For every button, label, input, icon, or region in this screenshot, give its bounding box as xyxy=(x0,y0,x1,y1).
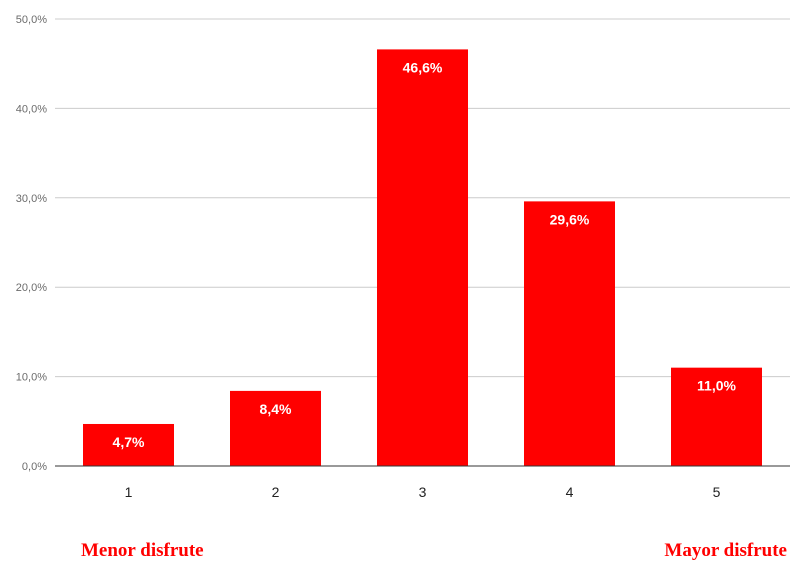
x-tick-label: 4 xyxy=(566,484,574,500)
bar xyxy=(524,201,615,466)
data-labels: 4,7% 8,4% 46,6% 29,6% 11,0% xyxy=(113,59,737,450)
menor-disfrute-label: Menor disfrute xyxy=(81,540,204,561)
data-label: 4,7% xyxy=(113,434,145,450)
y-tick-label: 40,0% xyxy=(16,103,47,115)
x-tick-label: 2 xyxy=(272,484,280,500)
y-tick-label: 10,0% xyxy=(16,372,47,384)
bar xyxy=(83,423,174,466)
y-tick-label: 0,0% xyxy=(22,461,47,473)
data-label: 8,4% xyxy=(260,401,292,417)
y-tick-label: 20,0% xyxy=(16,282,47,294)
bars xyxy=(83,49,762,467)
y-tick-label: 30,0% xyxy=(16,193,47,205)
mayor-disfrute-label: Mayor disfrute xyxy=(664,540,787,561)
bar xyxy=(230,390,321,466)
data-label: 46,6% xyxy=(403,59,443,75)
data-label: 29,6% xyxy=(550,211,590,227)
bar xyxy=(671,367,762,466)
y-axis-ticks: 0,0% 10,0% 20,0% 30,0% 40,0% 50,0% xyxy=(16,14,47,473)
x-axis-ticks: 1 2 3 4 5 xyxy=(125,484,721,500)
bar xyxy=(377,49,468,467)
x-tick-label: 5 xyxy=(713,484,721,500)
y-tick-label: 50,0% xyxy=(16,14,47,26)
data-label: 11,0% xyxy=(697,378,736,394)
x-tick-label: 3 xyxy=(419,484,427,500)
x-tick-label: 1 xyxy=(125,484,133,500)
